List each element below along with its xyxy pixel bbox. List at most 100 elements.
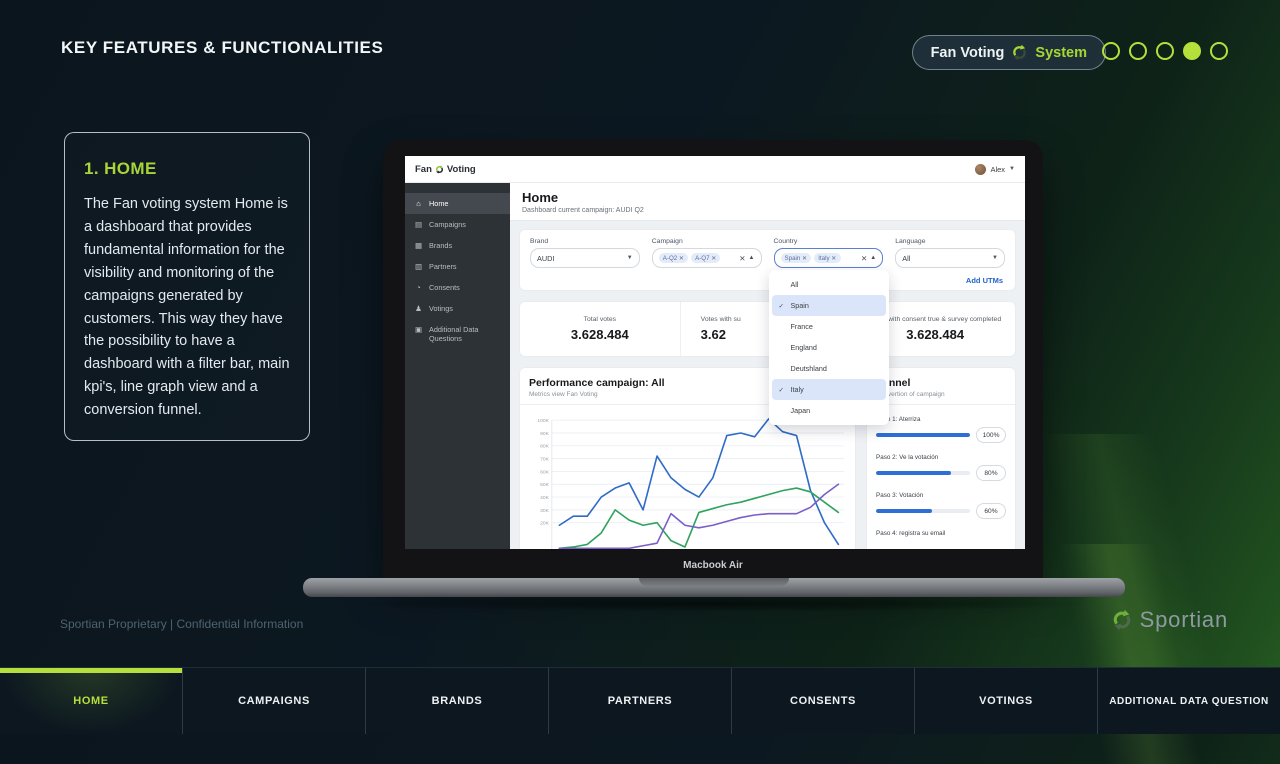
nav-tab-partners[interactable]: PARTNERS xyxy=(548,668,731,734)
country-option-label: Spain xyxy=(790,301,809,310)
funnel-bar-track xyxy=(876,432,970,438)
nav-tab-label: PARTNERS xyxy=(607,695,673,707)
nav-tab-consents[interactable]: CONSENTS xyxy=(731,668,914,734)
clear-icon[interactable]: ✕ xyxy=(861,253,868,263)
sidebar-item-additional-data-questions[interactable]: ▣ Additional Data Questions xyxy=(405,319,510,349)
funnel-step: Paso 1: Aterriza 100% xyxy=(876,416,1006,443)
funnel-bar-track xyxy=(876,470,970,476)
slide-title: KEY FEATURES & FUNCTIONALITIES xyxy=(61,38,384,57)
country-option-all[interactable]: All xyxy=(772,274,886,295)
country-option-label: Italy xyxy=(790,385,804,394)
country-option-spain[interactable]: ✓ Spain xyxy=(771,295,886,316)
svg-text:30K: 30K xyxy=(540,508,549,514)
user-menu[interactable]: Alex ▼ xyxy=(975,163,1015,175)
progress-dot[interactable] xyxy=(1156,42,1174,60)
bottom-nav: HOME CAMPAIGNS BRANDS PARTNERS CONSENTS VOTIN… xyxy=(0,667,1280,734)
campaigns-icon: ▤ xyxy=(414,220,423,229)
brand-select[interactable]: AUDI ▼ xyxy=(530,248,640,268)
sidebar-item-consents[interactable]: ◔ Consents xyxy=(405,277,510,298)
funnel-pct-badge: 60% xyxy=(976,503,1006,519)
filter-chip[interactable]: A-Q2 ✕ xyxy=(658,253,689,263)
page-title: Home xyxy=(522,190,559,205)
funnel-step: Paso 3: Votación 60% xyxy=(876,492,1006,519)
progress-dot[interactable] xyxy=(1210,42,1228,60)
funnel-pct-badge: 80% xyxy=(976,465,1006,481)
confidentiality-note: Sportian Proprietary | Confidential Info… xyxy=(60,617,304,631)
funnel-step-label: Paso 1: Aterriza xyxy=(876,416,921,423)
funnel-pct-badge: 100% xyxy=(976,427,1006,443)
progress-dot[interactable] xyxy=(1183,42,1201,60)
progress-dot[interactable] xyxy=(1102,42,1120,60)
country-option-france[interactable]: France xyxy=(772,316,886,337)
brand-text-left: Fan xyxy=(415,163,432,175)
funnel-step-label: Paso 4: registra su email xyxy=(876,530,946,537)
filter-bar: Brand AUDI ▼ Campaign A-Q2 ✕ A- xyxy=(519,229,1016,425)
sidebar-item-votings[interactable]: ♟ Votings xyxy=(405,298,510,319)
nav-tab-additional-data-question[interactable]: ADDITIONAL DATA QUESTION xyxy=(1097,668,1280,734)
nav-tab-campaigns[interactable]: CAMPAIGNS xyxy=(182,668,365,734)
kpi-value: 3.628.484 xyxy=(570,327,629,343)
sidebar-item-brands[interactable]: ▦ Brands xyxy=(405,235,510,256)
country-option-label: Deutshland xyxy=(790,364,827,373)
funnel-bar-row: 100% xyxy=(876,427,1006,443)
home-icon: ⌂ xyxy=(416,199,421,208)
filter-chip[interactable]: Italy ✕ xyxy=(814,253,841,263)
performance-title: Performance campaign: All xyxy=(529,377,665,389)
fan-voting-system-badge: Fan Voting System xyxy=(911,35,1106,70)
sidebar-item-home[interactable]: ⌂ Home xyxy=(405,193,510,214)
fan-voting-logo-icon xyxy=(435,164,444,174)
language-select-value: All xyxy=(902,253,911,263)
funnel-title: Funnel xyxy=(876,377,911,389)
performance-panel: Performance campaign: All Metrics view F… xyxy=(519,367,856,549)
country-option-label: Japan xyxy=(790,406,811,415)
progress-dots xyxy=(1102,42,1228,60)
sportian-logo-icon xyxy=(1111,609,1133,631)
campaign-multiselect[interactable]: A-Q2 ✕ A-Q7 ✕ ✕ ▲ xyxy=(651,248,762,268)
funnel-step-label: Paso 3: Votación xyxy=(876,492,924,499)
funnel-bar-fill xyxy=(876,508,933,514)
partners-icon: ▥ xyxy=(414,262,423,271)
laptop-shadow xyxy=(330,596,1100,612)
nav-tab-brands[interactable]: BRANDS xyxy=(365,668,548,734)
clear-icon[interactable]: ✕ xyxy=(739,253,746,263)
brand-filter-label: Brand xyxy=(530,238,549,245)
sidebar-item-label: Campaigns xyxy=(429,220,466,229)
country-option-japan[interactable]: Japan xyxy=(772,400,886,421)
nav-tab-votings[interactable]: VOTINGS xyxy=(914,668,1097,734)
brands-icon: ▦ xyxy=(414,241,423,250)
chevron-down-icon: ▼ xyxy=(992,255,998,261)
laptop-base xyxy=(303,578,1125,597)
nav-tab-home[interactable]: HOME xyxy=(0,668,182,734)
svg-text:40K: 40K xyxy=(540,495,549,501)
country-option-deutshland[interactable]: Deutshland xyxy=(772,358,886,379)
svg-text:50K: 50K xyxy=(540,482,549,488)
country-option-label: England xyxy=(790,343,817,352)
svg-text:20K: 20K xyxy=(540,521,549,527)
brand-text-right: Voting xyxy=(446,163,476,175)
sidebar-item-campaigns[interactable]: ▤ Campaigns xyxy=(405,214,510,235)
country-option-label: All xyxy=(790,280,799,289)
chevron-up-icon: ▲ xyxy=(870,255,877,261)
svg-text:100K: 100K xyxy=(537,418,549,424)
funnel-step-label: Paso 2: Ve la votación xyxy=(876,454,939,461)
country-option-england[interactable]: England xyxy=(772,337,886,358)
country-multiselect[interactable]: Spain ✕ Italy ✕ ✕ ▲ All ✓ Spain France Englan… xyxy=(768,248,889,425)
language-select[interactable]: All ▼ xyxy=(895,248,1005,268)
sidebar-item-partners[interactable]: ▥ Partners xyxy=(405,256,510,277)
badge-text-left: Fan Voting xyxy=(930,44,1005,61)
sidebar-item-label: Votings xyxy=(429,304,453,313)
country-option-italy[interactable]: ✓ Italy xyxy=(771,379,886,400)
add-utms-link[interactable]: Add UTMs xyxy=(965,276,1003,285)
progress-dot[interactable] xyxy=(1129,42,1147,60)
kpi-card: Total votes 3.628.484 xyxy=(520,302,680,356)
nav-tab-label: VOTINGS xyxy=(979,695,1033,707)
filter-chip[interactable]: Spain ✕ xyxy=(780,253,812,263)
kpi-value: 3.62 xyxy=(700,327,726,343)
kpi-row: Total votes 3.628.484 Votes with su 3.62 Vot… xyxy=(519,301,1016,357)
filter-chip[interactable]: A-Q7 ✕ xyxy=(691,253,721,263)
performance-chart: 100K 90K 80K 70K 60K 50K 40K 30K 20K xyxy=(537,418,845,549)
user-name: Alex xyxy=(990,164,1006,174)
kpi-label: Votes with su xyxy=(700,315,741,323)
additional-data-icon: ▣ xyxy=(414,325,423,334)
device-label: Macbook Air xyxy=(683,560,743,571)
